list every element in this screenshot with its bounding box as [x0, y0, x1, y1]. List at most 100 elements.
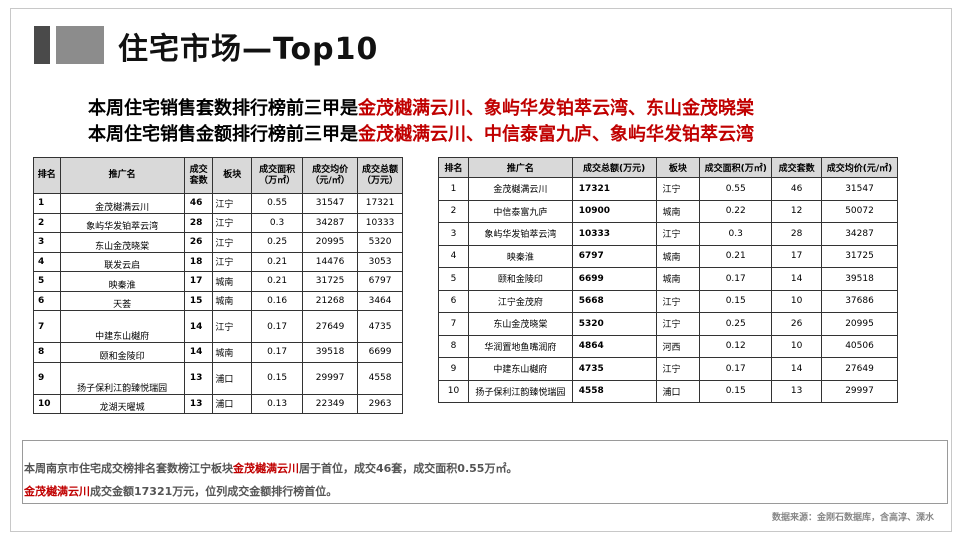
cell-rank: 10 [438, 379, 469, 403]
table-row: 9 中建东山樾府 4735 江宁 0.17 14 27649 [438, 357, 898, 381]
cell-amount: 3053 [357, 251, 403, 272]
cell-name: 东山金茂晓棠 [59, 232, 185, 253]
cell-rank: 5 [33, 271, 61, 292]
table-row: 3 东山金茂晓棠 26 江宁 0.25 20995 5320 [33, 232, 403, 253]
cell-price: 39518 [302, 342, 359, 363]
cell-size: 0.55 [251, 193, 304, 214]
cell-price: 39518 [821, 267, 898, 291]
header-size: 成交面积（万㎡） [251, 157, 304, 194]
table-row: 7 中建东山樾府 14 江宁 0.17 27649 4735 [33, 310, 403, 343]
cell-units: 10 [771, 289, 823, 313]
cell-amount: 6699 [357, 342, 403, 363]
cell-units: 26 [771, 312, 823, 336]
cell-units: 18 [183, 251, 214, 272]
cell-rank: 3 [438, 222, 469, 246]
cell-area: 城南 [655, 199, 701, 223]
header-area: 板块 [655, 157, 701, 178]
cell-price: 34287 [821, 222, 898, 246]
cell-amount: 10333 [357, 212, 403, 233]
cell-price: 27649 [302, 310, 359, 343]
cell-units: 15 [183, 290, 214, 311]
cell-price: 40506 [821, 334, 898, 358]
summary-note-units: 本周南京市住宅成交榜排名套数榜江宁板块金茂樾满云川居于首位，成交46套，成交面积… [24, 460, 517, 476]
cell-units: 46 [771, 177, 823, 201]
cell-size: 0.15 [699, 289, 773, 313]
header-name: 推广名 [467, 157, 573, 178]
cell-price: 50072 [821, 199, 898, 223]
table-row: 10 龙湖天曜城 13 浦口 0.13 22349 2963 [33, 393, 403, 414]
table-row: 10 扬子保利江韵臻悦瑞园 4558 浦口 0.15 13 29997 [438, 379, 898, 403]
cell-name: 映秦淮 [467, 244, 573, 268]
table-row: 6 江宁金茂府 5668 江宁 0.15 10 37686 [438, 289, 898, 313]
summary-note-amount: 金茂樾满云川成交金额17321万元，位列成交金额排行榜首位。 [24, 483, 337, 499]
cell-rank: 4 [438, 244, 469, 268]
cell-size: 0.21 [251, 251, 304, 272]
table-row: 8 华润置地鱼嘴润府 4864 河西 0.12 10 40506 [438, 334, 898, 358]
cell-units: 28 [771, 222, 823, 246]
cell-area: 江宁 [655, 222, 701, 246]
cell-area: 江宁 [212, 310, 253, 343]
header-size: 成交面积(万㎡) [699, 157, 773, 178]
cell-units: 26 [183, 232, 214, 253]
cell-area: 河西 [655, 334, 701, 358]
cell-amount: 4735 [357, 310, 403, 343]
headline-units-ranking: 本周住宅销售套数排行榜前三甲是金茂樾满云川、象屿华发铂萃云湾、东山金茂晓棠 [88, 94, 754, 120]
cell-name: 金茂樾满云川 [467, 177, 573, 201]
headline-amount-highlight: 金茂樾满云川、中信泰富九庐、象屿华发铂萃云湾 [358, 124, 754, 145]
cell-size: 0.12 [699, 334, 773, 358]
cell-units: 14 [771, 267, 823, 291]
cell-area: 城南 [212, 271, 253, 292]
cell-price: 31547 [821, 177, 898, 201]
cell-area: 江宁 [655, 177, 701, 201]
headline-amount-ranking: 本周住宅销售金额排行榜前三甲是金茂樾满云川、中信泰富九庐、象屿华发铂萃云湾 [88, 120, 754, 146]
cell-rank: 4 [33, 251, 61, 272]
cell-size: 0.17 [251, 342, 304, 363]
cell-amount: 3464 [357, 290, 403, 311]
headline-units-highlight: 金茂樾满云川、象屿华发铂萃云湾、东山金茂晓棠 [358, 98, 754, 119]
table-row: 6 天荟 15 城南 0.16 21268 3464 [33, 290, 403, 311]
cell-price: 31725 [302, 271, 359, 292]
cell-rank: 8 [438, 334, 469, 358]
cell-size: 0.3 [251, 212, 304, 233]
cell-size: 0.13 [251, 393, 304, 414]
cell-price: 27649 [821, 357, 898, 381]
cell-rank: 8 [33, 342, 61, 363]
header-area: 板块 [212, 157, 253, 194]
cell-price: 34287 [302, 212, 359, 233]
cell-amount: 6797 [571, 244, 657, 268]
page-title: 住宅市场—Top10 [118, 32, 379, 67]
cell-price: 29997 [821, 379, 898, 403]
table-row: 5 映秦淮 17 城南 0.21 31725 6797 [33, 271, 403, 292]
cell-amount: 6797 [357, 271, 403, 292]
cell-rank: 2 [438, 199, 469, 223]
cell-name: 天荟 [59, 290, 185, 311]
cell-name: 颐和金陵印 [59, 342, 185, 363]
cell-name: 东山金茂晓棠 [467, 312, 573, 336]
summary-note-box [22, 440, 948, 504]
cell-amount: 4864 [571, 334, 657, 358]
cell-amount: 17321 [357, 193, 403, 214]
cell-name: 中信泰富九庐 [467, 199, 573, 223]
table-row: 1 金茂樾满云川 46 江宁 0.55 31547 17321 [33, 193, 403, 214]
cell-rank: 5 [438, 267, 469, 291]
header-units: 成交套数 [183, 157, 214, 194]
cell-name: 映秦淮 [59, 271, 185, 292]
cell-rank: 1 [33, 193, 61, 214]
cell-rank: 2 [33, 212, 61, 233]
table-row: 7 东山金茂晓棠 5320 江宁 0.25 26 20995 [438, 312, 898, 336]
header-name: 推广名 [59, 157, 185, 194]
cell-size: 0.22 [699, 199, 773, 223]
cell-size: 0.16 [251, 290, 304, 311]
cell-amount: 4558 [571, 379, 657, 403]
table-row: 8 颐和金陵印 14 城南 0.17 39518 6699 [33, 342, 403, 363]
cell-name: 华润置地鱼嘴润府 [467, 334, 573, 358]
cell-amount: 10333 [571, 222, 657, 246]
cell-area: 江宁 [212, 193, 253, 214]
cell-units: 17 [771, 244, 823, 268]
cell-units: 13 [183, 393, 214, 414]
cell-amount: 5320 [571, 312, 657, 336]
table-row: 1 金茂樾满云川 17321 江宁 0.55 46 31547 [438, 177, 898, 201]
table-row: 9 扬子保利江韵臻悦瑞园 13 浦口 0.15 29997 4558 [33, 361, 403, 395]
cell-amount: 6699 [571, 267, 657, 291]
header-price: 成交均价（元/㎡） [302, 157, 359, 194]
